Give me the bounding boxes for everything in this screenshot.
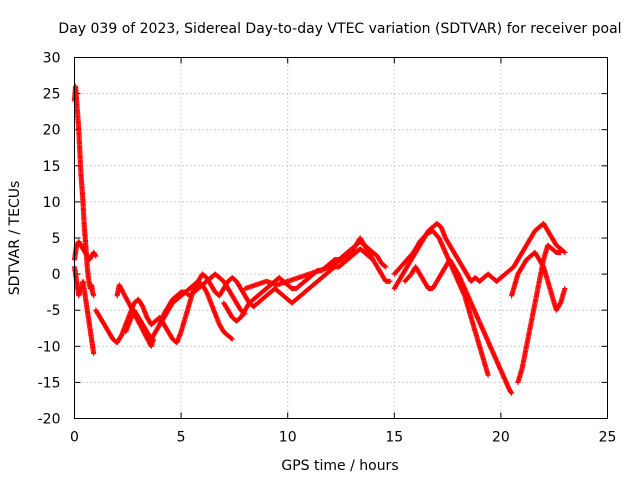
data-point-marker [383, 264, 389, 270]
data-point-marker [557, 249, 564, 256]
series-arc-B [71, 239, 99, 263]
data-point-marker [387, 278, 393, 284]
series-isolated [114, 282, 156, 349]
series-arc-K [402, 257, 515, 396]
y-tick-label: -10 [38, 339, 61, 355]
series-arc-J [391, 228, 491, 378]
x-tick-labels: 0 5 10 15 20 25 [70, 430, 616, 446]
data-point-marker [382, 263, 388, 269]
y-tick-label: 20 [43, 123, 61, 139]
y-tick-label: 10 [43, 195, 61, 211]
x-tick-label: 20 [492, 430, 510, 446]
y-tick-label: 15 [43, 159, 61, 175]
data-point-marker [562, 285, 568, 292]
y-tick-labels: -20 -15 -10 -5 0 5 10 15 20 25 30 [38, 51, 61, 428]
data-point-marker [91, 350, 97, 357]
data-point-marker [150, 336, 156, 342]
y-axis-label: SDTVAR / TECUs [7, 181, 23, 296]
series-arc-H [242, 235, 393, 292]
chart-title: Day 039 of 2023, Sidereal Day-to-day VTE… [58, 21, 621, 37]
y-tick-label: -20 [38, 412, 61, 428]
axis-ticks [74, 57, 608, 419]
data-point-marker [508, 390, 515, 396]
y-tick-label: 5 [52, 231, 61, 247]
x-tick-label: 15 [385, 430, 403, 446]
y-tick-label: 0 [52, 267, 61, 283]
y-tick-label: -5 [47, 303, 61, 319]
x-axis-label: GPS time / hours [281, 458, 398, 474]
data-point-marker [91, 293, 97, 299]
data-point-marker [561, 249, 567, 255]
series-arc-A [71, 83, 97, 299]
x-tick-label: 25 [599, 430, 617, 446]
data-point-marker [485, 372, 491, 378]
y-tick-label: -15 [38, 375, 61, 391]
series-arc-L [508, 249, 568, 313]
data-point-marker [229, 336, 235, 342]
plot-frame [74, 57, 608, 419]
series-arc-I [391, 220, 568, 292]
series-arc-C [71, 264, 97, 357]
series-arc-F [157, 246, 376, 328]
data-point-marker [93, 253, 99, 259]
y-tick-label: 25 [43, 87, 61, 103]
y-tick-label: 30 [43, 51, 61, 67]
x-tick-label: 0 [70, 430, 79, 446]
x-tick-label: 5 [177, 430, 186, 446]
grid-lines [74, 57, 608, 419]
data-points [71, 83, 568, 396]
data-point-marker [228, 335, 235, 341]
x-tick-label: 10 [279, 430, 297, 446]
series-arc-M [515, 242, 564, 385]
